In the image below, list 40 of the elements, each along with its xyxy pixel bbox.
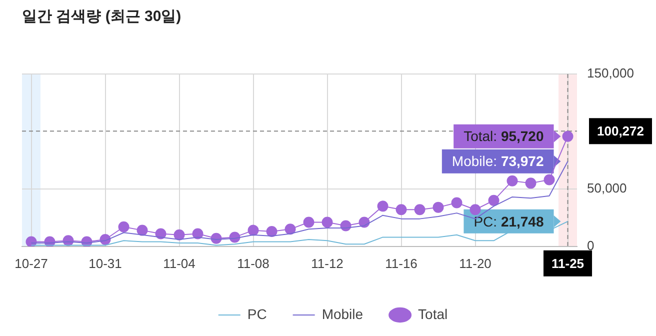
x-tick-label: 11-08 <box>237 256 270 271</box>
legend-label: Mobile <box>322 306 364 322</box>
x-tick-label: 11-16 <box>385 256 418 271</box>
point <box>118 221 130 232</box>
point <box>396 204 407 216</box>
point <box>248 224 259 236</box>
point <box>414 204 426 216</box>
point <box>174 229 185 240</box>
y-tick-label: 50,000 <box>587 180 627 196</box>
point <box>451 197 462 208</box>
x-tick-label: 11-20 <box>459 256 492 271</box>
annotation: PC: 21,748 <box>474 213 544 230</box>
point <box>562 130 574 142</box>
ref-line-label: 100,272 <box>597 124 644 139</box>
point <box>432 202 444 213</box>
x-tick-label: 10-31 <box>88 256 122 271</box>
annotation: Total: 95,720 <box>464 128 544 144</box>
legend-label: PC <box>247 306 267 322</box>
annotation: Mobile: 73,972 <box>452 153 544 170</box>
y-tick-label: 0 <box>587 238 594 253</box>
point <box>303 216 314 228</box>
point <box>192 228 204 240</box>
chart-title: 일간 검색량 (최근 30일) <box>22 8 182 26</box>
x-tick-label: 11-12 <box>311 256 344 271</box>
y-tick-label: 150,000 <box>587 66 634 81</box>
x-tick-label: 10-27 <box>14 256 48 271</box>
point <box>525 178 536 189</box>
point <box>136 224 148 236</box>
point <box>155 228 166 240</box>
point <box>544 174 555 186</box>
point <box>322 216 333 228</box>
point <box>266 226 278 237</box>
point <box>488 194 500 206</box>
point <box>470 204 481 216</box>
point <box>284 224 296 235</box>
point <box>506 175 518 186</box>
x-tick-label: 11-04 <box>163 256 196 271</box>
legend-label: Total <box>418 306 448 322</box>
point <box>377 200 388 212</box>
x-tick-label: 11-25 <box>551 256 584 271</box>
